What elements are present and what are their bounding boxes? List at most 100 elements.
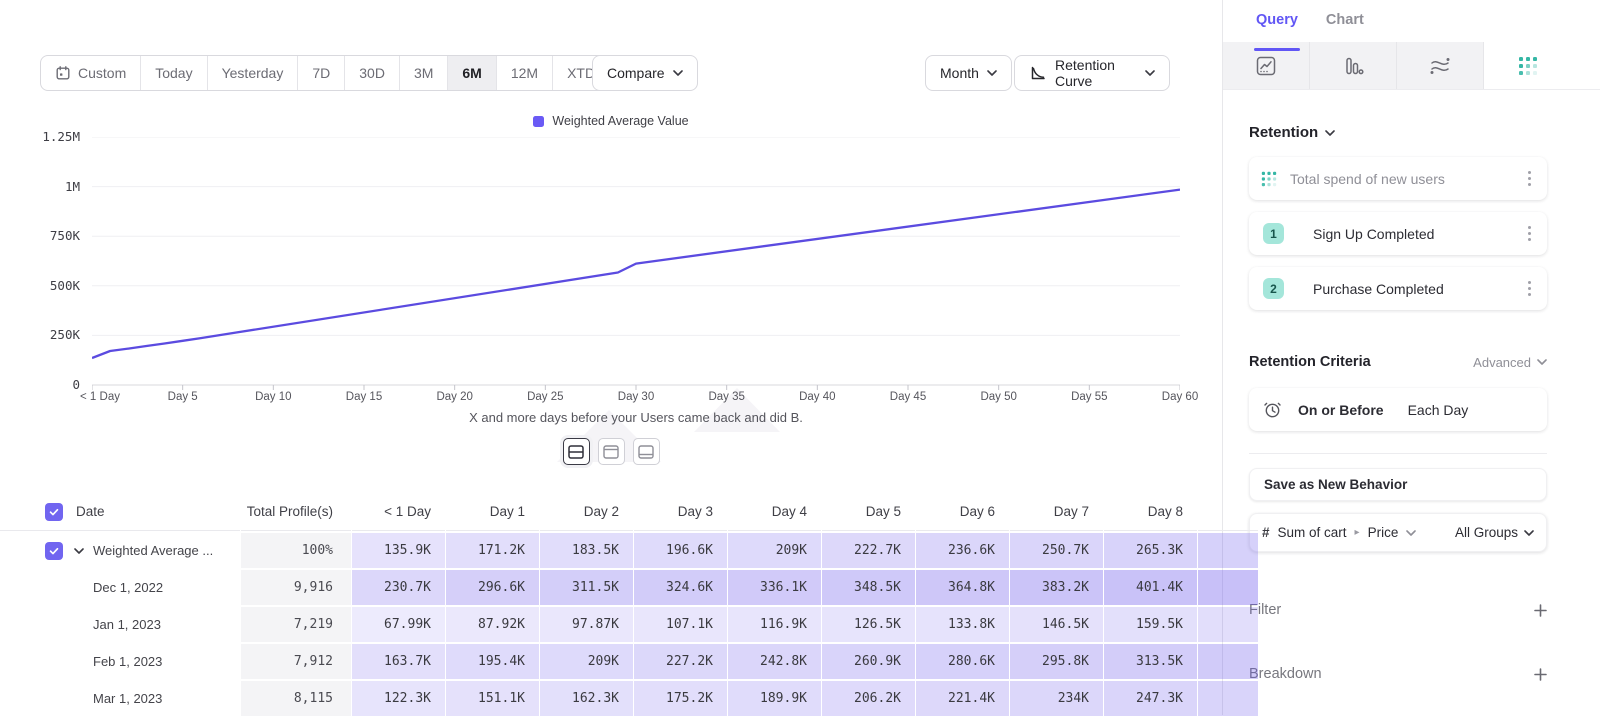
step-1-card[interactable]: 1 Sign Up Completed — [1249, 212, 1547, 255]
expand-chevron-icon[interactable] — [74, 548, 84, 554]
retention-value-cell[interactable]: 116.9K — [728, 607, 821, 642]
chart-type-dropdown[interactable]: Retention Curve — [1014, 55, 1170, 91]
retention-value-cell[interactable]: 265.3K — [1104, 533, 1197, 568]
compare-button[interactable]: Compare — [592, 55, 698, 91]
table-only-view-toggle[interactable] — [633, 438, 660, 465]
granularity-dropdown[interactable]: Month — [925, 55, 1012, 91]
column-header[interactable]: Date — [0, 493, 240, 531]
column-header[interactable]: Day 7 — [1010, 493, 1103, 531]
retention-value-cell[interactable]: 97.87K — [540, 607, 633, 642]
all-groups-dropdown[interactable]: All Groups — [1455, 525, 1534, 540]
column-header[interactable]: Day 3 — [634, 493, 727, 531]
kebab-menu-icon[interactable] — [1524, 167, 1535, 190]
retention-value-cell[interactable]: 196.6K — [634, 533, 727, 568]
retention-value-cell[interactable]: 227.2K — [634, 644, 727, 679]
total-profiles-cell[interactable]: 100% — [241, 533, 351, 568]
behavior-card[interactable]: Total spend of new users — [1249, 157, 1547, 200]
date-range-custom[interactable]: Custom — [41, 56, 140, 90]
criteria-period[interactable]: Each Day — [1408, 402, 1469, 418]
chart-only-view-toggle[interactable] — [598, 438, 625, 465]
retention-value-cell[interactable]: 247.3K — [1104, 681, 1197, 716]
retention-value-cell[interactable]: 135.9K — [352, 533, 445, 568]
measure-label[interactable]: Sum of cart — [1278, 525, 1347, 540]
row-date-cell[interactable]: Dec 1, 2022 — [0, 570, 240, 605]
retention-value-cell[interactable]: 151.1K — [446, 681, 539, 716]
retention-value-cell[interactable]: 146.5K — [1010, 607, 1103, 642]
split-view-toggle[interactable] — [563, 438, 590, 465]
retention-value-cell[interactable]: 209K — [728, 533, 821, 568]
retention-icon[interactable] — [1484, 42, 1571, 89]
retention-value-cell[interactable]: 311.5K — [540, 570, 633, 605]
total-profiles-cell[interactable]: 7,219 — [241, 607, 351, 642]
retention-value-cell[interactable]: 175.2K — [634, 681, 727, 716]
retention-value-cell[interactable]: 171.2K — [446, 533, 539, 568]
column-header[interactable]: Day 4 — [728, 493, 821, 531]
retention-value-cell[interactable]: 221.4K — [916, 681, 1009, 716]
retention-value-cell[interactable]: 107.1K — [634, 607, 727, 642]
retention-value-cell[interactable]: 133.8K — [916, 607, 1009, 642]
retention-section-heading[interactable]: Retention — [1249, 124, 1546, 141]
date-range-6m[interactable]: 6M — [447, 56, 495, 90]
criteria-card[interactable]: On or Before Each Day — [1249, 388, 1547, 431]
flows-icon[interactable] — [1397, 42, 1484, 89]
retention-value-cell[interactable]: 209K — [540, 644, 633, 679]
retention-value-cell[interactable]: 236.6K — [916, 533, 1009, 568]
retention-value-cell[interactable]: 324.6K — [634, 570, 727, 605]
retention-value-cell[interactable]: 234K — [1010, 681, 1103, 716]
kebab-menu-icon[interactable] — [1524, 222, 1535, 245]
column-header[interactable]: Day 6 — [916, 493, 1009, 531]
date-range-12m[interactable]: 12M — [496, 56, 552, 90]
add-breakdown-icon[interactable] — [1534, 668, 1547, 681]
retention-value-cell[interactable]: 126.5K — [822, 607, 915, 642]
retention-value-cell[interactable]: 348.5K — [822, 570, 915, 605]
date-range-3m[interactable]: 3M — [399, 56, 447, 90]
retention-value-cell[interactable]: 280.6K — [916, 644, 1009, 679]
save-as-new-behavior-button[interactable]: Save as New Behavior — [1249, 468, 1547, 501]
tab-query[interactable]: Query — [1256, 12, 1298, 42]
row-date-cell[interactable]: Weighted Average ... — [0, 533, 240, 568]
column-header[interactable]: Total Profile(s) — [241, 493, 351, 531]
retention-value-cell[interactable]: 163.7K — [352, 644, 445, 679]
date-range-7d[interactable]: 7D — [297, 56, 344, 90]
total-profiles-cell[interactable]: 9,916 — [241, 570, 351, 605]
column-header[interactable]: < 1 Day — [352, 493, 445, 531]
retention-value-cell[interactable]: 250.7K — [1010, 533, 1103, 568]
retention-value-cell[interactable]: 206.2K — [822, 681, 915, 716]
retention-value-cell[interactable]: 313.5K — [1104, 644, 1197, 679]
plot-area[interactable] — [92, 137, 1180, 391]
retention-value-cell[interactable]: 383.2K — [1010, 570, 1103, 605]
date-range-30d[interactable]: 30D — [344, 56, 399, 90]
retention-value-cell[interactable]: 295.8K — [1010, 644, 1103, 679]
kebab-menu-icon[interactable] — [1524, 277, 1535, 300]
column-header[interactable]: Day 2 — [540, 493, 633, 531]
criteria-condition[interactable]: On or Before — [1298, 402, 1384, 418]
retention-value-cell[interactable]: 260.9K — [822, 644, 915, 679]
retention-value-cell[interactable]: 67.99K — [352, 607, 445, 642]
retention-value-cell[interactable]: 242.8K — [728, 644, 821, 679]
advanced-dropdown[interactable]: Advanced — [1473, 355, 1547, 370]
date-range-today[interactable]: Today — [140, 56, 206, 90]
total-profiles-cell[interactable]: 8,115 — [241, 681, 351, 716]
column-header[interactable]: Day 8 — [1104, 493, 1197, 531]
retention-value-cell[interactable]: 183.5K — [540, 533, 633, 568]
row-date-cell[interactable]: Mar 1, 2023 — [0, 681, 240, 716]
retention-value-cell[interactable]: 87.92K — [446, 607, 539, 642]
retention-value-cell[interactable]: 296.6K — [446, 570, 539, 605]
retention-value-cell[interactable]: 122.3K — [352, 681, 445, 716]
row-date-cell[interactable]: Jan 1, 2023 — [0, 607, 240, 642]
row-checkbox[interactable] — [45, 542, 63, 560]
column-header[interactable]: Day 1 — [446, 493, 539, 531]
funnels-icon[interactable] — [1310, 42, 1397, 89]
retention-value-cell[interactable]: 189.9K — [728, 681, 821, 716]
tab-chart[interactable]: Chart — [1326, 12, 1364, 42]
retention-value-cell[interactable]: 162.3K — [540, 681, 633, 716]
add-filter-icon[interactable] — [1534, 604, 1547, 617]
retention-value-cell[interactable]: 336.1K — [728, 570, 821, 605]
retention-value-cell[interactable]: 222.7K — [822, 533, 915, 568]
retention-value-cell[interactable]: 159.5K — [1104, 607, 1197, 642]
step-2-card[interactable]: 2 Purchase Completed — [1249, 267, 1547, 310]
row-date-cell[interactable]: Feb 1, 2023 — [0, 644, 240, 679]
retention-value-cell[interactable]: 401.4K — [1104, 570, 1197, 605]
retention-value-cell[interactable]: 230.7K — [352, 570, 445, 605]
date-range-yesterday[interactable]: Yesterday — [207, 56, 298, 90]
